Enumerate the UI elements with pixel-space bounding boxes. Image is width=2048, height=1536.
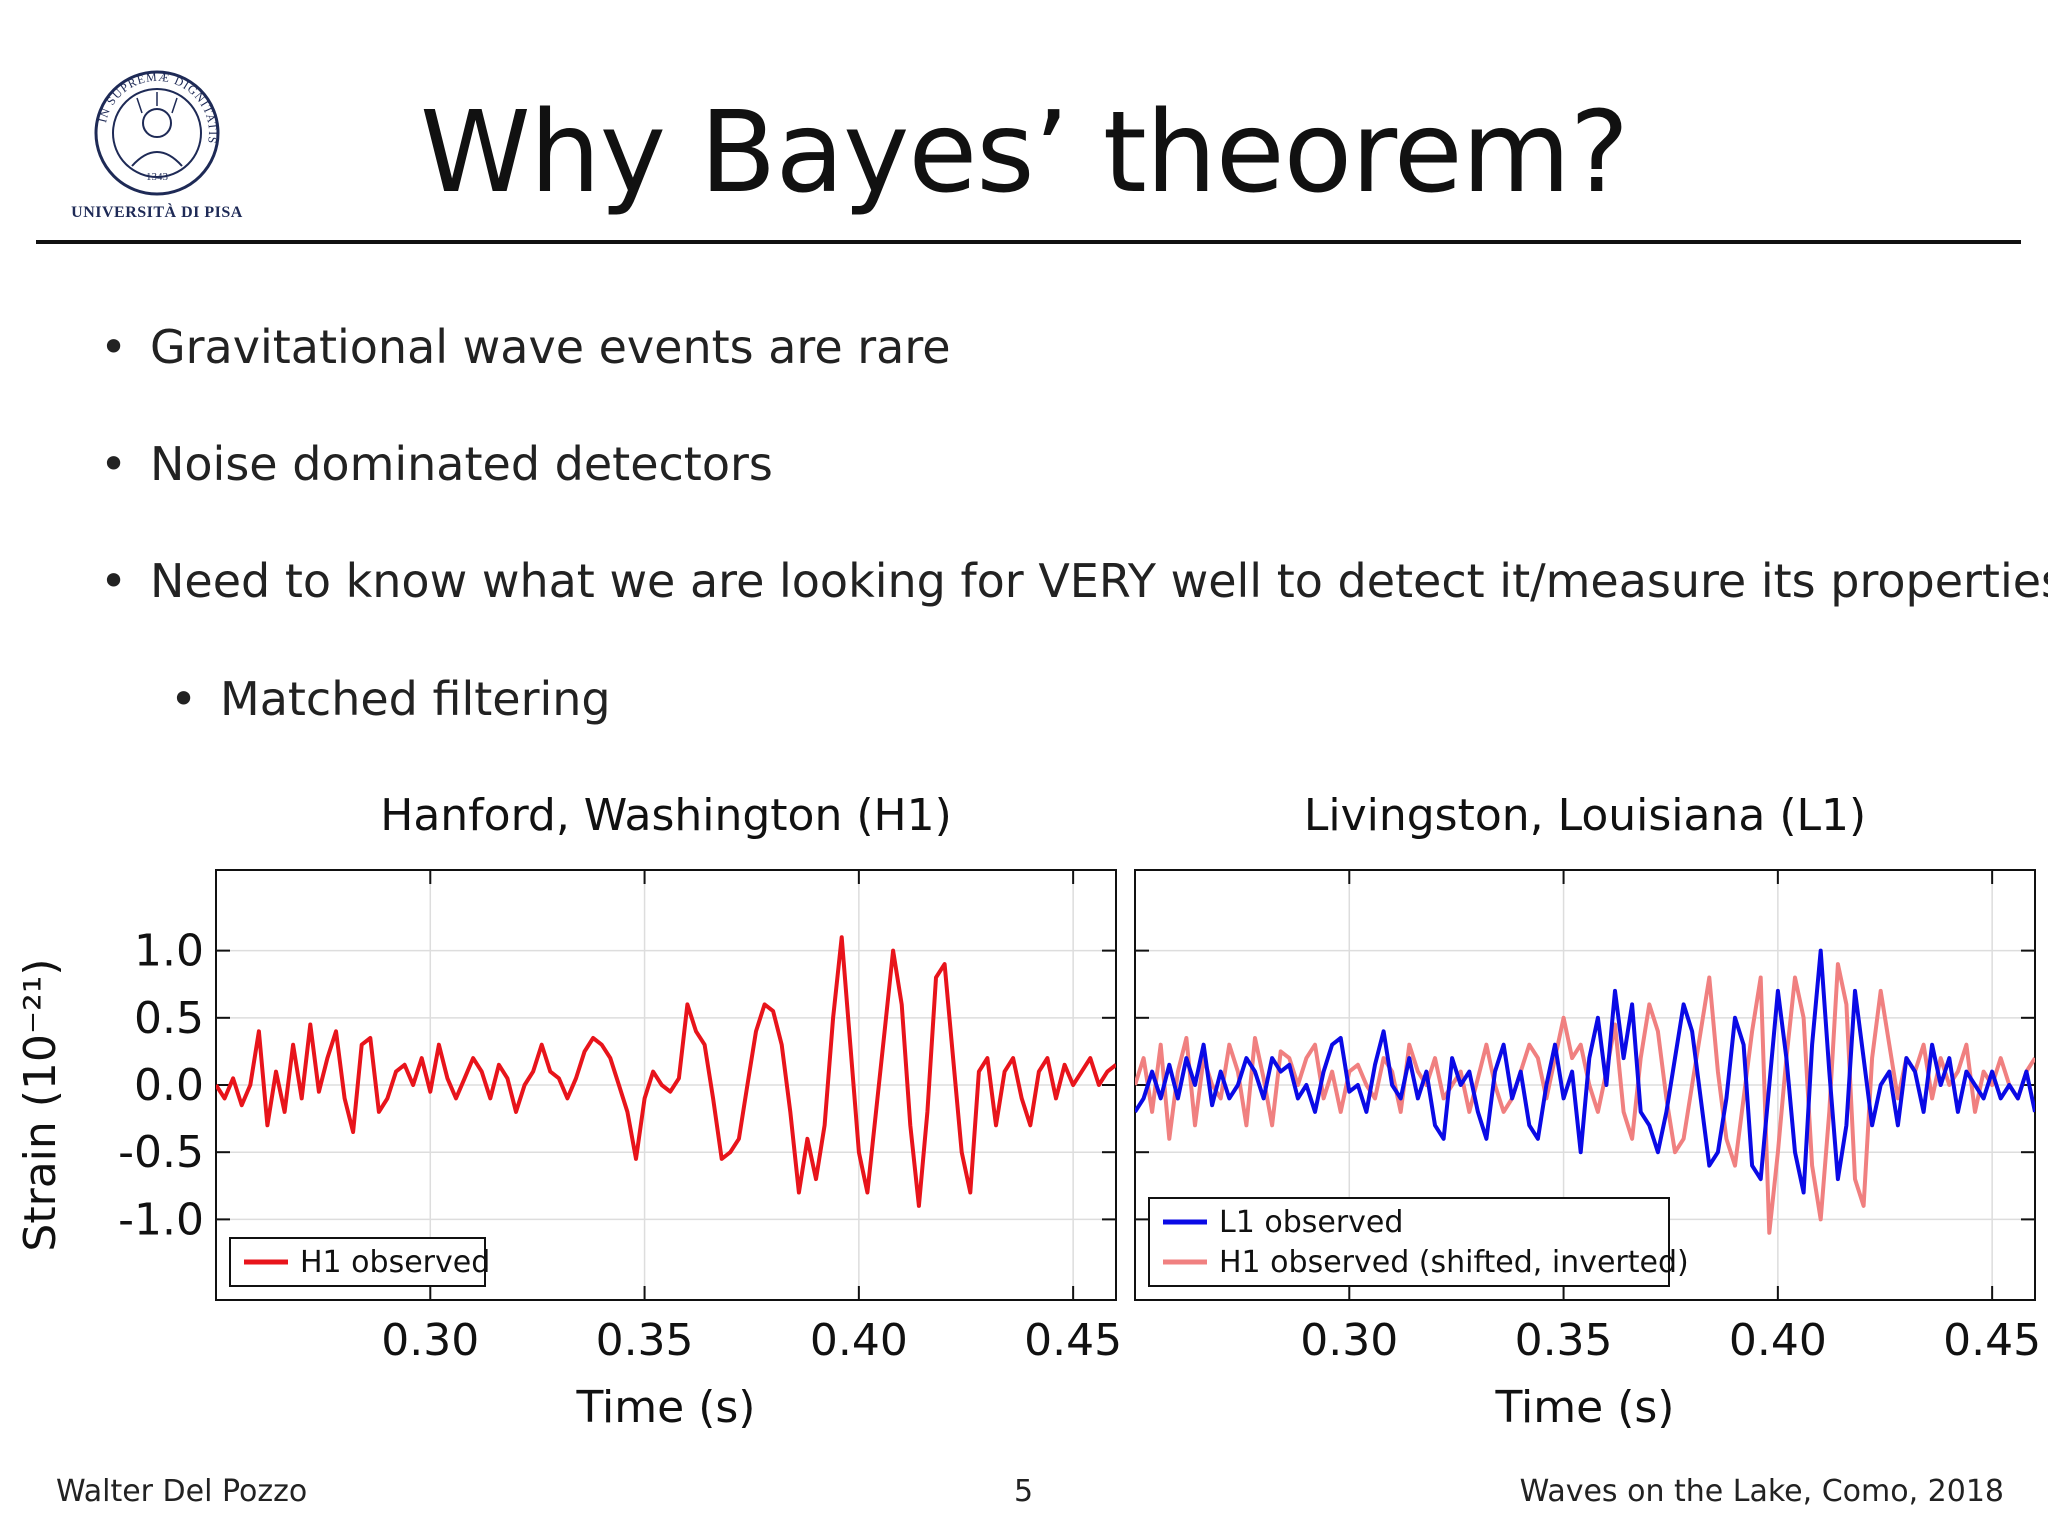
x-tick-label: 0.40 — [1729, 1315, 1827, 1366]
bullet-text: Gravitational wave events are rare — [150, 320, 951, 374]
legend-label: H1 observed — [300, 1245, 490, 1280]
y-tick-label: -0.5 — [118, 1127, 204, 1178]
chart-title: Hanford, Washington (H1) — [380, 790, 952, 841]
footer-page-number: 5 — [1014, 1474, 1034, 1509]
x-axis-label: Time (s) — [1495, 1382, 1675, 1433]
logo-caption: UNIVERSITÀ DI PISA — [71, 204, 243, 221]
x-tick-label: 0.45 — [1024, 1315, 1122, 1366]
logo-year: 1343 — [146, 171, 169, 183]
bullet-item: • Need to know what we are looking for VE… — [100, 554, 2048, 608]
x-tick-label: 0.45 — [1943, 1315, 2041, 1366]
y-axis-label: Strain (10⁻²¹) — [15, 958, 66, 1251]
x-tick-label: 0.35 — [596, 1315, 694, 1366]
university-logo: IN SUPREMÆ DIGNITATIS 1343 UNIVERSITÀ DI… — [62, 68, 252, 222]
charts-svg: Hanford, Washington (H1) 0.30 0.35 0.40 0.45… — [15, 790, 2041, 1433]
slide-title: Why Bayes’ theorem? — [420, 88, 1629, 218]
y-tick-label: 1.0 — [134, 926, 204, 977]
footer-author: Walter Del Pozzo — [56, 1474, 308, 1509]
y-tick-label: 0.0 — [134, 1060, 204, 1111]
title-divider — [36, 240, 2021, 244]
series-line-l1-observed — [1135, 948, 2035, 1195]
chart-panel-l1: Livingston, Louisiana (L1) 0.30 0.35 0.40 0.… — [1134, 790, 2041, 1433]
bullet-icon: • — [170, 672, 198, 726]
bullet-item: • Gravitational wave events are rare — [100, 320, 951, 374]
footer-event: Waves on the Lake, Como, 2018 — [1519, 1474, 2004, 1509]
legend-label: H1 observed (shifted, inverted) — [1219, 1245, 1689, 1280]
series-line-h1-observed — [216, 935, 1116, 1208]
strain-charts: Hanford, Washington (H1) 0.30 0.35 0.40 0.45… — [0, 760, 2048, 1450]
y-tick-label: -1.0 — [118, 1194, 204, 1245]
chart-panel-h1: Hanford, Washington (H1) 0.30 0.35 0.40 0.45… — [15, 790, 1122, 1433]
chart-title: Livingston, Louisiana (L1) — [1304, 790, 1866, 841]
bullet-icon: • — [100, 554, 128, 608]
bullet-text: Need to know what we are looking for VER… — [150, 554, 2048, 608]
sub-bullet-item: • Matched filtering — [170, 672, 611, 726]
x-axis-label: Time (s) — [576, 1382, 756, 1433]
x-tick-label: 0.30 — [381, 1315, 479, 1366]
y-tick-label: 0.5 — [134, 993, 204, 1044]
legend-label: L1 observed — [1219, 1205, 1403, 1240]
legend-box — [1148, 1197, 1670, 1287]
bullet-item: • Noise dominated detectors — [100, 437, 773, 491]
bullet-icon: • — [100, 437, 128, 491]
x-tick-label: 0.35 — [1515, 1315, 1613, 1366]
university-seal-icon: IN SUPREMÆ DIGNITATIS 1343 — [94, 70, 220, 196]
bullet-text: Noise dominated detectors — [150, 437, 773, 491]
x-tick-label: 0.30 — [1300, 1315, 1398, 1366]
x-tick-label: 0.40 — [810, 1315, 908, 1366]
sub-bullet-text: Matched filtering — [220, 672, 611, 726]
bullet-icon: • — [100, 320, 128, 374]
series-line-h1-observed-shifted-inverted — [1135, 962, 2035, 1235]
